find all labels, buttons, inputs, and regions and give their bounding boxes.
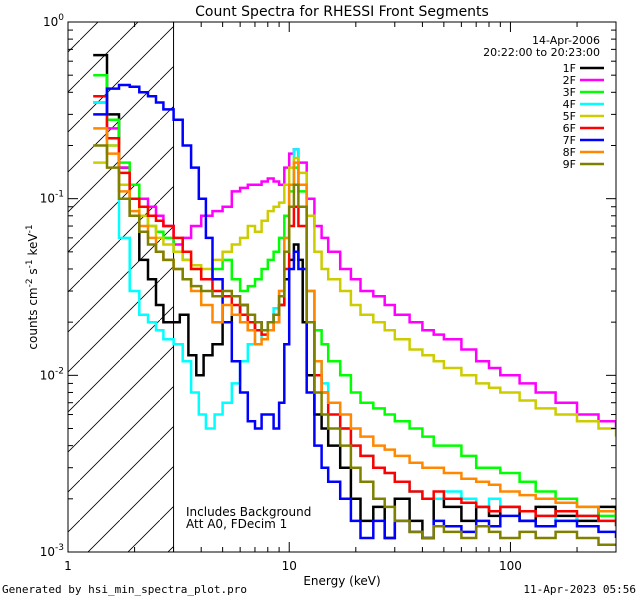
plot-frame bbox=[67, 21, 617, 553]
footer-timestamp: 11-Apr-2023 05:56 bbox=[523, 583, 636, 596]
legend-label-4F: 4F bbox=[563, 98, 576, 111]
y-tick-label: 10-3 bbox=[40, 543, 64, 559]
date-label: 14-Apr-2006 bbox=[532, 34, 600, 47]
series-lines bbox=[93, 53, 616, 546]
legend-label-6F: 6F bbox=[563, 122, 576, 135]
legend-label-7F: 7F bbox=[563, 134, 576, 147]
legend-label-5F: 5F bbox=[563, 110, 576, 123]
chart-title: Count Spectra for RHESSI Front Segments bbox=[195, 4, 489, 20]
legend-label-1F: 1F bbox=[563, 62, 576, 75]
legend-label-9F: 9F bbox=[563, 158, 576, 171]
y-tick-label: 10-2 bbox=[40, 366, 64, 382]
time-range-label: 20:22:00 to 20:23:00 bbox=[483, 46, 600, 59]
x-tick-label: 10 bbox=[282, 559, 297, 573]
legend-label-3F: 3F bbox=[563, 86, 576, 99]
x-axis-label: Energy (keV) bbox=[303, 574, 380, 588]
series-line-5F bbox=[93, 144, 616, 437]
legend-label-8F: 8F bbox=[563, 146, 576, 159]
y-tick-label: 100 bbox=[43, 13, 64, 29]
note-background: Includes Background bbox=[186, 505, 311, 519]
x-tick-label: 1 bbox=[64, 559, 72, 573]
footer-generated-by: Generated by hsi_min_spectra_plot.pro bbox=[2, 583, 248, 596]
x-tick-label: 100 bbox=[499, 559, 522, 573]
y-axis-label: counts cm-2 s-1 keV-1 bbox=[25, 224, 40, 349]
legend-label-2F: 2F bbox=[563, 74, 576, 87]
series-line-9F bbox=[93, 144, 616, 546]
axis-ticks: 1 10 100 100 10-1 10-2 10-3 bbox=[40, 13, 617, 573]
y-tick-label: 10-1 bbox=[40, 190, 64, 206]
note-attenuator: Att A0, FDecim 1 bbox=[186, 517, 287, 531]
